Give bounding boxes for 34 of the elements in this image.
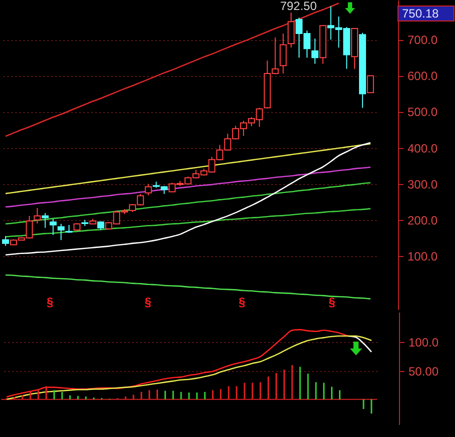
- line-series: [4, 143, 372, 194]
- y-tick-label: 100.0: [408, 336, 439, 350]
- candlestick: [280, 33, 287, 74]
- line-series: [347, 335, 372, 353]
- annotation: §: [144, 295, 152, 309]
- line-series: [4, 208, 372, 238]
- candlestick: [34, 207, 41, 224]
- y-tick-label: 600.0: [408, 69, 438, 84]
- y-tick-label: 200.0: [408, 213, 438, 228]
- y-tick-label: 100.0: [408, 249, 438, 264]
- line-series: [6, 329, 348, 398]
- line-series: [6, 335, 372, 400]
- candlestick: [58, 223, 65, 241]
- candlestick: [366, 75, 374, 94]
- annotation: §: [46, 295, 54, 309]
- line-series: [4, 142, 372, 256]
- y-tick-label: 300.0: [408, 177, 438, 192]
- candlestick: [42, 212, 49, 228]
- line-series: [4, 2, 340, 137]
- y-tick-label: 500.0: [408, 105, 438, 120]
- y-tick-label: 400.0: [408, 141, 438, 156]
- candlestick: [144, 183, 152, 196]
- y-tick-label: 50.00: [408, 364, 439, 378]
- line-series: [4, 274, 372, 300]
- candlestick: [2, 236, 10, 246]
- y-tick-label: 700.0: [408, 33, 438, 48]
- candlestick: [311, 38, 318, 64]
- annotation: §: [328, 295, 336, 309]
- text: 750.18: [402, 6, 440, 20]
- candlestick: [288, 12, 295, 48]
- candlestick: [50, 218, 57, 236]
- annotation: 792.50: [280, 0, 318, 13]
- line-series: [4, 166, 372, 208]
- annotation: §: [238, 295, 246, 309]
